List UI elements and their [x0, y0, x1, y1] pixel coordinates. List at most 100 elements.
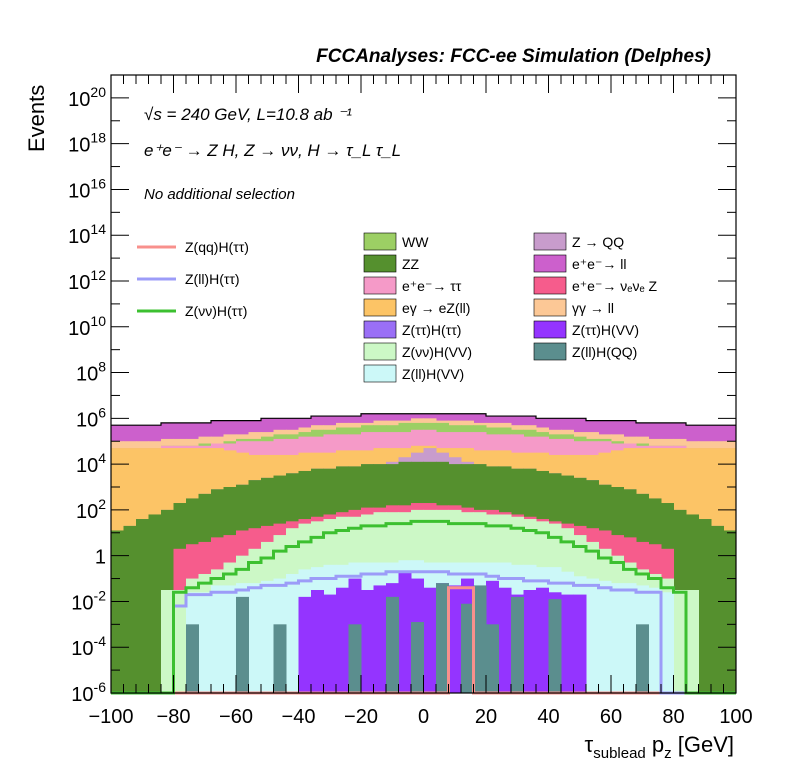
bin-bar	[648, 587, 662, 693]
bin-bar	[136, 519, 149, 693]
bin-bar	[248, 583, 262, 693]
bin-bar	[361, 590, 374, 693]
y-axis: 10-6 10-4 10-2 1 102 104 106 108 1010 1012 1014 101…	[68, 74, 736, 706]
bin-bar	[686, 590, 699, 693]
legend-label: Z(ττ)H(VV)	[572, 322, 639, 338]
bin-bar	[636, 624, 649, 693]
bin-bar	[698, 519, 712, 693]
bin-bar	[536, 587, 549, 693]
bin-bar	[348, 624, 362, 693]
legend-swatch-z-h-vv	[363, 342, 397, 361]
legend-label: Z → QQ	[572, 234, 624, 250]
legend-swatch-ww	[363, 232, 397, 251]
legend-label: e⁺e⁻→ ττ	[402, 278, 462, 294]
legend-swatch-e-e-z	[533, 276, 567, 295]
x-tick-label: 0	[418, 706, 429, 728]
selection-annotation: No additional selection	[144, 186, 295, 203]
bin-bar	[561, 594, 574, 693]
x-tick-label: 60	[600, 706, 622, 728]
y-tick-label: 1	[95, 547, 106, 569]
y-tick-label: 106	[76, 404, 106, 431]
bin-bar	[461, 603, 474, 693]
y-tick-label: 1014	[68, 221, 106, 248]
bin-bar	[273, 624, 287, 693]
bin-bar	[311, 590, 324, 693]
x-tick-label: −40	[282, 706, 316, 728]
legend-label: e⁺e⁻→ νₑνₑ Z	[572, 278, 658, 294]
x-tick-label: −100	[88, 706, 133, 728]
bin-bar	[261, 580, 274, 693]
bin-bar	[286, 573, 299, 693]
y-tick-label: 1018	[68, 130, 106, 157]
bin-bar	[236, 596, 249, 693]
legend-swatch-z-qq	[533, 232, 567, 251]
bin-bar	[398, 571, 412, 693]
x-axis-label: τsublead pz [GeV]	[585, 732, 734, 762]
bin-bar	[548, 599, 562, 693]
bin-bar	[373, 585, 387, 693]
bin-bar	[423, 587, 437, 693]
legend-signal: Z(qq)H(ττ) Z(ll)H(ττ) Z(νν)H(ττ)	[137, 239, 249, 319]
legend-label: eγ → eZ(ll)	[402, 300, 470, 316]
annotation-block: √s = 240 GeV, L=10.8 ab ⁻¹ e⁺e⁻ → Z H, Z…	[144, 105, 401, 203]
stack-outline	[111, 413, 736, 426]
bin-bar	[623, 583, 637, 693]
y-axis-label: Events	[24, 85, 49, 152]
x-tick-label: −20	[344, 706, 378, 728]
y-tick-label: 10-2	[71, 587, 106, 614]
bin-bar	[523, 590, 537, 693]
legend-label: γγ → ll	[572, 300, 614, 316]
bin-bar	[436, 583, 449, 693]
legend-label: Z(ττ)H(ττ)	[402, 322, 461, 338]
plot-area	[111, 413, 737, 693]
bin-bar	[673, 590, 687, 693]
chart-title: FCCAnalyses: FCC-ee Simulation (Delphes)	[316, 46, 711, 67]
bin-bar	[448, 585, 462, 693]
legend-label: Z(νν)H(ττ)	[185, 303, 247, 319]
bin-bar	[723, 530, 737, 693]
legend-background: WW ZZ e⁺e⁻→ ττ eγ → eZ(ll) Z(ττ)H(ττ) Z(νν)H(…	[363, 232, 658, 383]
legend-label: WW	[402, 234, 429, 250]
x-tick-label: 40	[537, 706, 559, 728]
legend-swatch-e-ez-ll	[363, 298, 397, 317]
bin-bar	[711, 525, 724, 693]
legend-swatch-z-ll-h-vv	[363, 364, 397, 383]
signal-line-z-ll-h	[111, 570, 736, 695]
x-axis-label-text: τsublead pz [GeV]	[585, 732, 734, 762]
bin-bar	[411, 622, 424, 693]
bin-bar	[298, 596, 312, 693]
bin-bar	[336, 587, 349, 693]
x-tick-label: 80	[662, 706, 684, 728]
bin-bar	[386, 596, 399, 693]
legend-label: Z(ll)H(VV)	[402, 366, 464, 382]
bin-bar	[111, 530, 124, 693]
legend-swatch-zz	[363, 254, 397, 273]
bin-bar	[486, 624, 499, 693]
x-tick-label: −80	[157, 706, 191, 728]
bin-bar	[148, 514, 162, 693]
legend-label: Z(qq)H(ττ)	[185, 239, 249, 255]
legend-swatch-e-e-ll	[533, 254, 567, 273]
legend-label: e⁺e⁻→ ll	[572, 256, 626, 272]
bin-bar	[611, 583, 624, 693]
bin-bar	[323, 594, 337, 693]
legend-swatch-e-e	[363, 276, 397, 295]
bin-bar	[198, 592, 212, 693]
x-axis: −100 −80 −60 −40 −20 0 20 40 60 80 100	[88, 75, 753, 728]
x-tick-label: 20	[475, 706, 497, 728]
y-tick-label: 104	[76, 450, 106, 477]
y-tick-label: 10-6	[71, 679, 106, 706]
legend-label: Z(νν)H(VV)	[402, 344, 472, 360]
y-tick-label: 1020	[68, 84, 106, 111]
legend-label: Z(ll)H(ττ)	[185, 271, 240, 287]
y-tick-label: 102	[76, 496, 106, 523]
bin-bar	[573, 594, 587, 693]
legend-swatch-z-ll-h-qq	[533, 342, 567, 361]
bin-bar	[186, 624, 199, 693]
bin-bar	[223, 585, 237, 693]
sqrt-s-annotation: √s = 240 GeV, L=10.8 ab ⁻¹	[144, 105, 352, 124]
bin-bar	[161, 590, 174, 693]
x-tick-label: −60	[219, 706, 253, 728]
bin-bar	[473, 585, 487, 693]
